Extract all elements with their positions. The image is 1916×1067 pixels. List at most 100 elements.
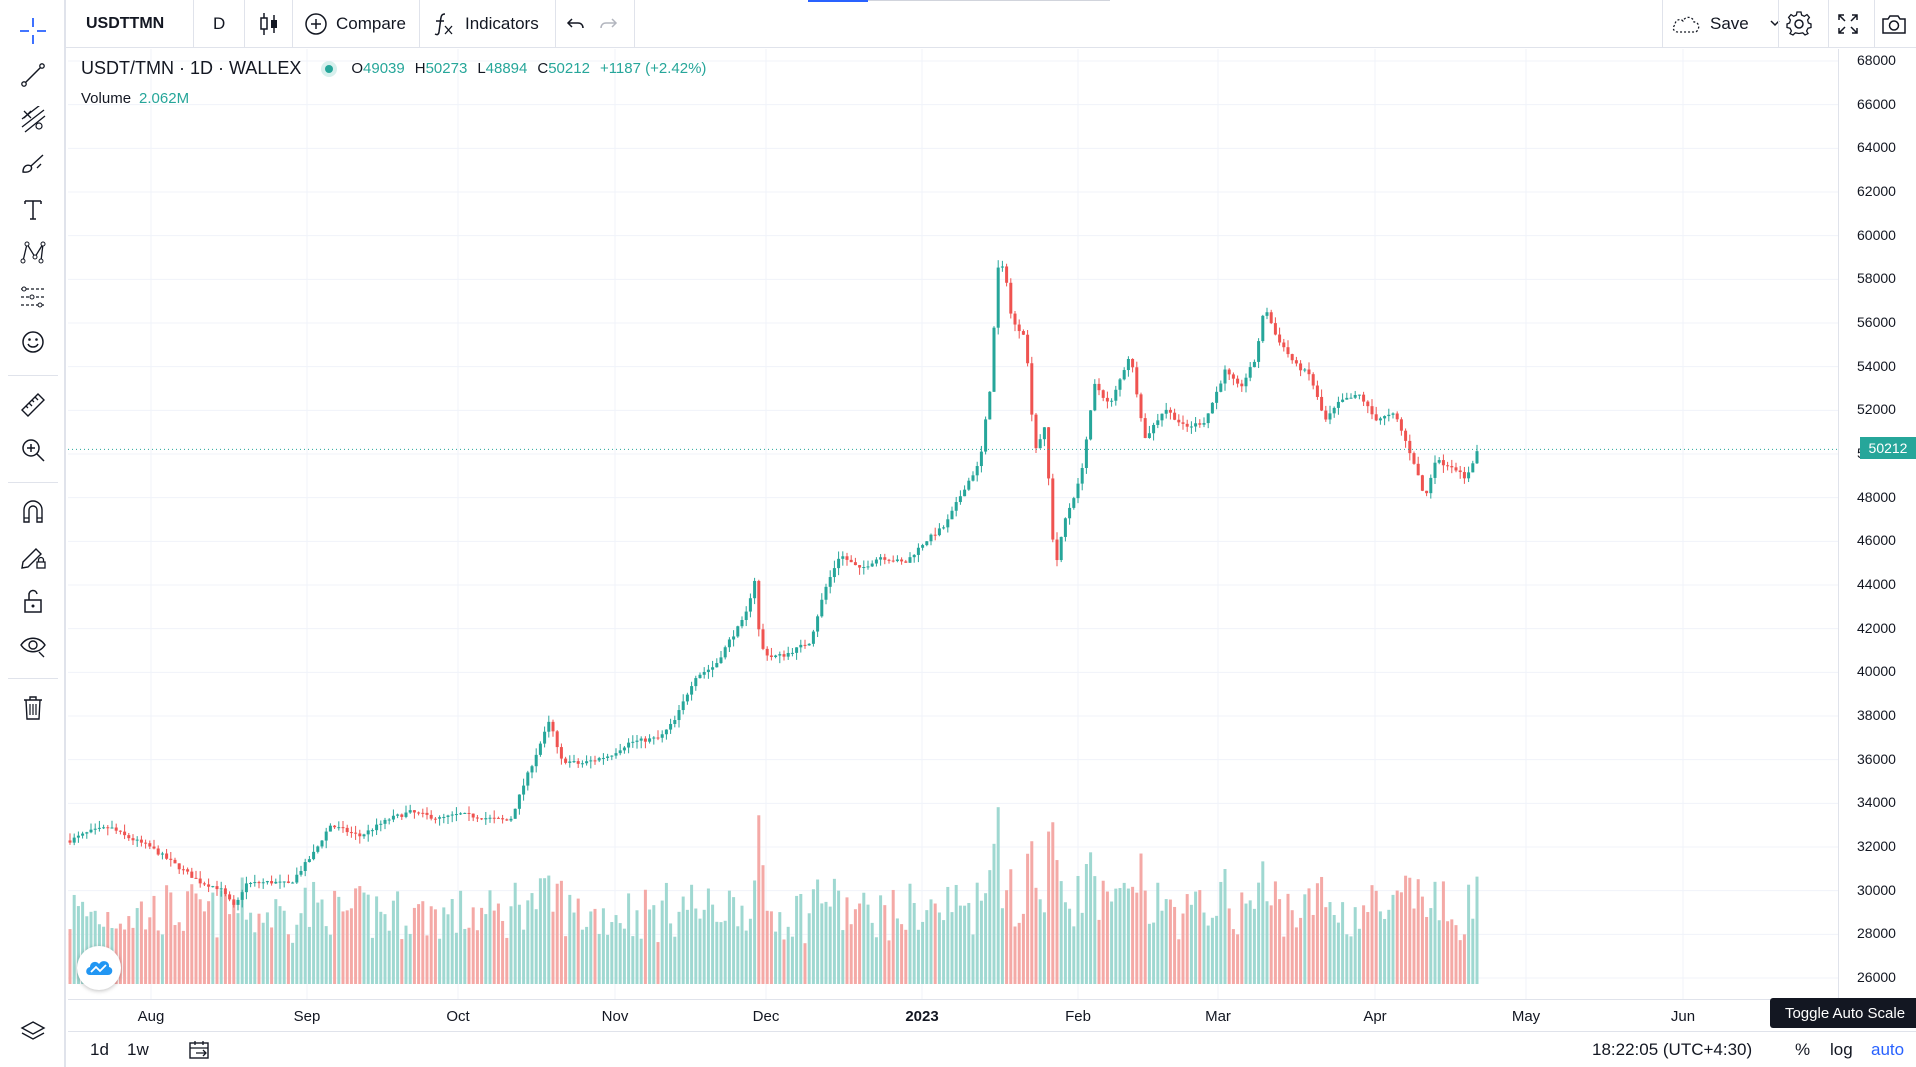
- candle-body: [375, 824, 379, 831]
- save-button[interactable]: Save: [1670, 0, 1781, 48]
- candle-body: [841, 556, 845, 559]
- timezone-clock[interactable]: 18:22:05 (UTC+4:30): [1592, 1040, 1753, 1059]
- volume-bar: [463, 928, 467, 984]
- screenshot-button[interactable]: [1880, 0, 1908, 48]
- undo-button[interactable]: [564, 0, 586, 48]
- crosshair-tool[interactable]: [13, 11, 53, 51]
- plus-circle-icon: [305, 13, 327, 35]
- chevron-down-icon[interactable]: [1757, 17, 1781, 31]
- volume-bar: [253, 932, 257, 984]
- candle-body: [887, 559, 891, 561]
- candle-body: [152, 846, 156, 849]
- percent-scale-button[interactable]: %: [1795, 1040, 1811, 1059]
- volume-bar: [719, 922, 723, 984]
- lock-drawings[interactable]: [13, 581, 53, 621]
- volume-bar: [1441, 881, 1445, 984]
- candle-body: [139, 839, 143, 843]
- measure-tool[interactable]: [13, 385, 53, 425]
- candle-body: [1047, 427, 1051, 479]
- volume-bar: [383, 914, 387, 984]
- fib-tool[interactable]: [13, 100, 53, 140]
- volume-bar: [580, 929, 584, 984]
- fullscreen-button[interactable]: [1836, 0, 1860, 48]
- candle-body: [387, 819, 391, 821]
- camera-icon: [1882, 15, 1906, 34]
- candle-body: [1261, 315, 1265, 342]
- volume-bar: [681, 896, 685, 984]
- range-1w-button[interactable]: 1w: [127, 1040, 149, 1059]
- candle-body: [1391, 413, 1395, 415]
- pattern-icon: [20, 241, 46, 264]
- text-tool[interactable]: [13, 189, 53, 229]
- candle-body: [1135, 367, 1139, 395]
- auto-scale-button[interactable]: auto: [1871, 1040, 1905, 1059]
- symbol-title[interactable]: USDT/TMN · 1D · WALLEX: [81, 58, 302, 78]
- volume-bar: [769, 911, 773, 984]
- settings-button[interactable]: [1786, 0, 1812, 48]
- volume-bar: [1429, 908, 1433, 984]
- zoom-tool[interactable]: [13, 430, 53, 470]
- redo-button[interactable]: [598, 0, 620, 48]
- candle-body: [996, 267, 1000, 328]
- volume-bar: [391, 900, 395, 984]
- toolbar-separator: [244, 0, 245, 48]
- volume-bar: [1425, 916, 1429, 984]
- candle-body: [559, 747, 563, 759]
- prediction-tool[interactable]: [13, 277, 53, 317]
- prediction-icon: [21, 286, 45, 308]
- volume-bar: [820, 903, 824, 984]
- candle-body: [1021, 331, 1025, 335]
- volume-bar: [996, 807, 1000, 984]
- price-axis[interactable]: 68000 66000 64000 62000 60000 58000 56000 54000…: [1838, 49, 1916, 999]
- volume-bar: [223, 894, 227, 984]
- volume-bar: [429, 906, 433, 984]
- volume-bar: [1286, 893, 1290, 984]
- interval-button[interactable]: D: [213, 14, 226, 33]
- candle-body: [240, 892, 244, 900]
- candle-body: [102, 827, 106, 829]
- candle-body: [694, 678, 698, 687]
- volume-bar: [1156, 882, 1160, 984]
- magnet-tool[interactable]: [13, 492, 53, 532]
- volume-bar: [732, 897, 736, 984]
- volume-bar: [1345, 934, 1349, 984]
- chart-type-button[interactable]: [258, 0, 280, 48]
- indicators-button[interactable]: Indicators: [433, 0, 539, 48]
- candle-body: [1412, 453, 1416, 464]
- time-axis[interactable]: Aug Sep Oct Nov Dec 2023 Feb Mar Apr May Jun: [68, 999, 1838, 1031]
- candle-body: [1336, 401, 1340, 408]
- range-1d-button[interactable]: 1d: [90, 1040, 109, 1059]
- pattern-tool[interactable]: [13, 233, 53, 273]
- hide-drawings[interactable]: [13, 626, 53, 666]
- volume-bar: [433, 909, 437, 984]
- candle-body: [93, 828, 97, 830]
- object-tree-button[interactable]: [13, 1012, 53, 1052]
- volume-bar: [169, 892, 173, 984]
- volume-bar: [1391, 894, 1395, 984]
- candle-body: [81, 833, 85, 836]
- remove-drawings[interactable]: [13, 688, 53, 728]
- candle-body: [1055, 539, 1059, 561]
- candle-body: [186, 869, 190, 872]
- volume-bar: [1395, 890, 1399, 984]
- trend-line-tool[interactable]: [13, 55, 53, 95]
- volume-label[interactable]: Volume: [81, 90, 132, 107]
- emoji-tool[interactable]: [13, 322, 53, 362]
- volume-bar: [530, 893, 534, 984]
- candle-body: [265, 881, 269, 883]
- volume-bar: [341, 911, 345, 984]
- brush-tool[interactable]: [13, 144, 53, 184]
- go-to-date-button[interactable]: [188, 1032, 212, 1067]
- log-scale-button[interactable]: log: [1830, 1040, 1853, 1059]
- candle-body: [1311, 374, 1315, 386]
- stay-in-drawing-mode[interactable]: [13, 537, 53, 577]
- candle-body: [1315, 385, 1319, 397]
- compare-button[interactable]: Compare: [304, 0, 406, 48]
- broker-logo[interactable]: [77, 946, 121, 990]
- volume-bar: [1320, 876, 1324, 984]
- volume-bar: [555, 883, 559, 984]
- symbol-search-button[interactable]: USDTTMN: [86, 15, 165, 32]
- volume-bar: [627, 893, 631, 984]
- candle-body: [337, 827, 341, 829]
- price-chart[interactable]: [68, 49, 1838, 999]
